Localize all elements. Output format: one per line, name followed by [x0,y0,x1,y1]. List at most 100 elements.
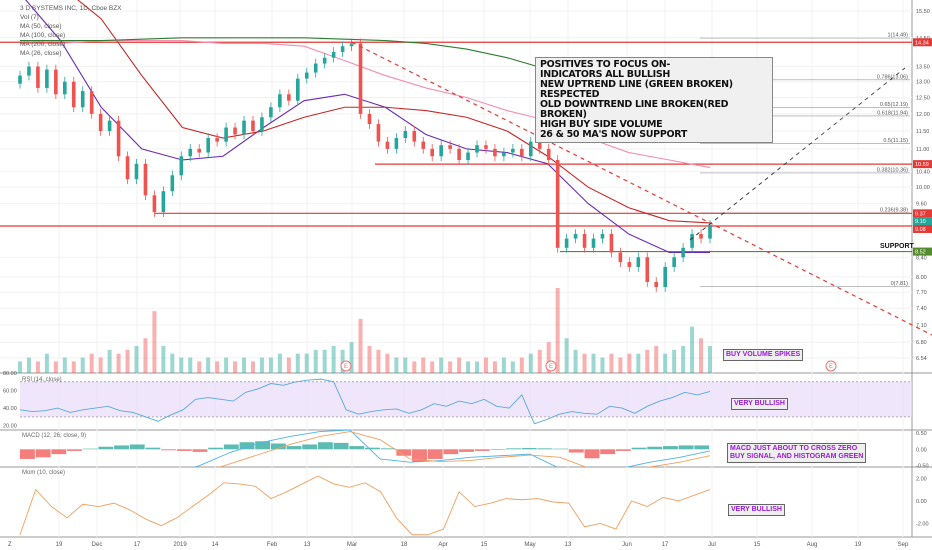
price-label-badge [913,224,932,233]
macd-histogram-bar [302,444,318,450]
macd-histogram-bar [600,449,616,455]
volume-bar [322,349,327,373]
legend-ma100[interactable]: MA (100, close) [20,32,66,39]
volume-bar [510,361,515,373]
annotation-line: INDICATORS ALL BULLISH [540,69,671,80]
macd-note[interactable]: MACD JUST ABOUT TO CROSS ZERO BUY SIGNAL… [727,443,867,463]
volume-bar [71,361,76,373]
candle-body [80,91,85,108]
volume-bar [242,357,247,373]
candle-body [430,148,435,157]
price-label-badge [913,38,932,47]
candle-body [421,141,426,149]
x-tick-label: 2019 [173,542,187,548]
volume-bar [116,353,121,373]
volume-bar [618,357,623,373]
y-tick-label: 13.50 [916,65,930,71]
volume-bar [537,349,542,373]
x-tick-label: Feb [267,542,278,548]
candle-body [349,43,354,47]
macd-histogram-bar [67,449,82,451]
macd-histogram-bar [553,448,569,450]
candle-body [45,69,49,88]
volume-bar [573,349,578,373]
y-tick-label: 7.70 [916,290,927,296]
volume-bar [403,357,408,373]
volume-bar [690,326,695,373]
mom-note[interactable]: VERY BULLISH [728,504,785,516]
candle-body [340,46,345,52]
candle-body [555,159,560,248]
macd-histogram-bar [443,449,459,455]
legend-ma200[interactable]: MA (200, close) [20,41,66,48]
volume-bar [35,361,40,373]
fib-level-label: 0.786(13.06) [877,74,908,80]
moving-average-line [77,0,711,224]
candle-body [403,130,408,139]
candle-body [475,145,479,153]
volume-bar [708,345,712,373]
volume-bar [179,357,184,373]
y-tick-label: 8.40 [916,255,927,261]
macd-histogram-bar [317,442,333,450]
macd-histogram-bar [161,449,177,451]
macd-note-line: BUY SIGNAL, AND HISTOGRAM GREEN [730,453,864,460]
support-label: SUPPORT [880,243,914,250]
candle-body [537,141,542,149]
earnings-marker-label: E [549,364,553,370]
volume-note[interactable]: BUY VOLUME SPIKES [723,349,804,361]
macd-histogram-bar [474,449,490,451]
volume-bar [170,353,175,373]
y-tick-label: 10.40 [916,169,930,175]
macd-histogram-bar [662,446,678,450]
candle-body [627,262,632,267]
volume-bar [663,353,668,373]
candle-body [502,152,506,157]
macd-histogram-bar [365,447,380,450]
legend-ma26[interactable]: MA (26, close) [20,50,62,57]
candle-body [54,69,58,95]
y-tick-label: 11.50 [916,129,929,135]
macd-title: MACD (12, 26, close, 9) [22,433,87,439]
volume-bar [206,357,211,373]
y-tick-label: 6.54 [916,356,927,362]
candle-body [233,127,237,135]
fib-level-label: 0(7.81) [891,281,909,287]
volume-bar [609,353,614,373]
annotation-box[interactable]: POSITIVES TO FOCUS ON- INDICATORS ALL BU… [535,57,773,143]
macd-tick-label: 0.50 [916,431,927,437]
price-label-text: 9.08 [915,227,926,233]
volume-bar [340,349,345,373]
candle-body [394,138,399,149]
x-tick-label: Mar [347,542,357,548]
volume-bar [304,353,309,373]
annotation-line: NEW UPTREND LINE (GREEN BROKEN) RESPECTE… [540,79,733,100]
volume-bar [654,345,659,373]
y-tick-label: 12.00 [916,112,930,118]
candle-body [206,138,210,153]
price-label-badge [913,209,932,218]
macd-signal-line [218,431,711,467]
candle-body [564,238,569,248]
volume-bar [448,361,453,373]
annotation-line: HIGH BUY SIDE VOLUME [540,119,663,130]
moving-average-line [25,0,710,254]
volume-bar [466,361,471,373]
volume-bar [358,318,363,373]
volume-bar [591,353,596,373]
candle-body [287,94,291,101]
zoom-icon: Z [8,542,12,548]
candle-body [448,145,452,149]
volume-bar [80,357,85,373]
volume-bar [215,361,220,373]
legend-ma50[interactable]: MA (50, close) [20,23,62,30]
volume-bar [492,361,497,373]
macd-histogram-bar [35,449,51,458]
price-label-text: 14.34 [915,40,929,46]
legend-vol[interactable]: Vol (7) [20,14,39,21]
candle-body [331,51,336,58]
candle-body [582,234,587,248]
rsi-note[interactable]: VERY BULLISH [731,398,788,410]
candle-body [278,94,282,108]
